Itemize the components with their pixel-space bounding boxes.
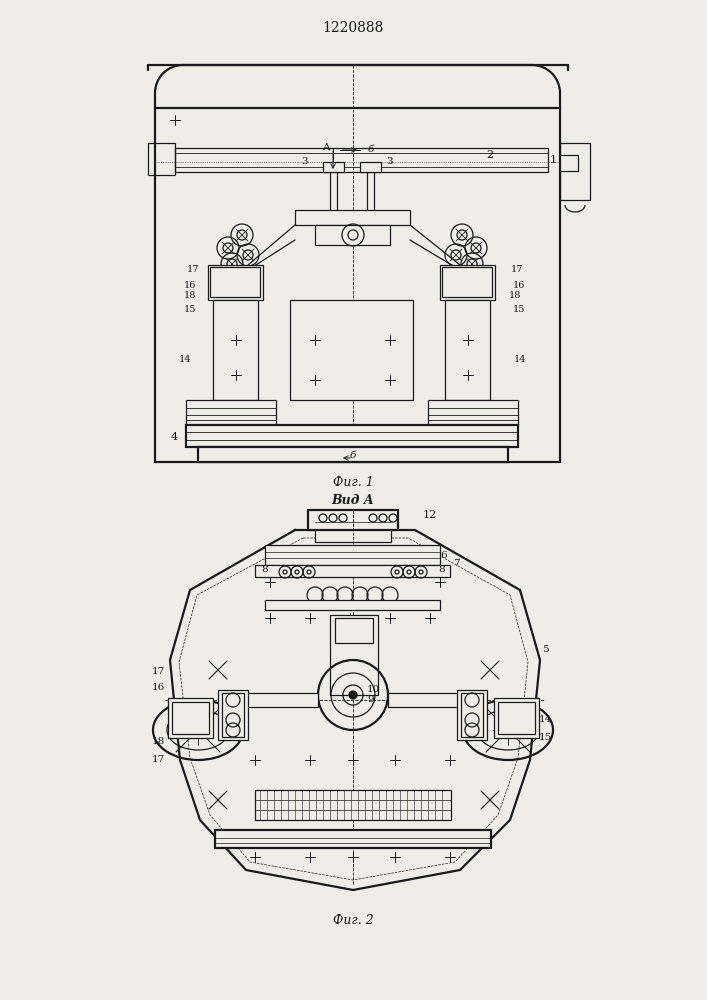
Bar	[442, 267, 492, 297]
Bar	[308, 510, 398, 530]
Bar	[198, 447, 508, 462]
Bar	[215, 830, 491, 848]
Text: 12: 12	[423, 510, 437, 520]
Bar	[265, 545, 440, 565]
Text: A: A	[322, 143, 329, 152]
Bar	[255, 565, 450, 577]
Text: 1: 1	[549, 155, 556, 165]
Bar	[315, 225, 390, 245]
Bar	[265, 600, 440, 610]
Text: б: б	[350, 452, 356, 460]
Bar	[560, 143, 590, 200]
Text: Фиг. 2: Фиг. 2	[332, 914, 373, 926]
Text: 3: 3	[302, 157, 308, 166]
Text: 17: 17	[152, 668, 165, 676]
Text: 18: 18	[152, 738, 165, 746]
Bar	[210, 267, 260, 297]
Bar	[295, 210, 410, 225]
Bar	[445, 300, 490, 400]
Bar	[172, 702, 209, 734]
Text: 15: 15	[538, 734, 551, 742]
Bar	[560, 155, 578, 171]
Text: б: б	[368, 145, 374, 154]
Text: 17: 17	[187, 265, 199, 274]
Bar	[186, 400, 276, 425]
Text: 5: 5	[542, 646, 549, 654]
Bar	[245, 693, 318, 707]
Text: 15: 15	[184, 306, 196, 314]
Bar	[457, 690, 487, 740]
Circle shape	[349, 691, 357, 699]
Text: 14: 14	[538, 716, 551, 724]
Bar	[335, 618, 373, 643]
Text: 10: 10	[367, 686, 380, 694]
Text: 14: 14	[179, 356, 192, 364]
Text: 16: 16	[152, 684, 165, 692]
Bar	[330, 615, 378, 695]
Bar	[168, 698, 213, 738]
Text: 16: 16	[184, 280, 196, 290]
Bar	[360, 162, 381, 172]
Text: 7: 7	[453, 558, 460, 568]
Text: 1220888: 1220888	[322, 21, 384, 35]
Bar	[186, 425, 518, 447]
Text: 14: 14	[514, 356, 526, 364]
Bar	[255, 790, 451, 820]
Bar	[213, 300, 258, 400]
Text: 9: 9	[367, 696, 373, 704]
Text: 17: 17	[510, 265, 523, 274]
Text: Вид A: Вид A	[332, 493, 374, 506]
Text: 2: 2	[486, 150, 493, 160]
Text: 6: 6	[440, 550, 447, 560]
Text: 18: 18	[509, 292, 521, 300]
Bar	[494, 698, 539, 738]
Bar	[428, 400, 518, 425]
Text: 18: 18	[184, 292, 196, 300]
Text: 8: 8	[438, 566, 445, 574]
Text: Фиг. 1: Фиг. 1	[332, 476, 373, 488]
Bar	[440, 265, 495, 300]
Bar	[218, 690, 248, 740]
Bar	[175, 148, 548, 172]
Text: 16: 16	[513, 280, 525, 290]
Bar	[208, 265, 263, 300]
Bar	[388, 693, 461, 707]
Text: 15: 15	[513, 306, 525, 314]
Bar	[315, 530, 391, 542]
Text: 17: 17	[152, 756, 165, 764]
Text: 3: 3	[387, 157, 393, 166]
Bar	[148, 143, 175, 175]
Text: 8: 8	[262, 566, 268, 574]
Bar	[222, 693, 244, 737]
Bar	[290, 300, 413, 400]
Bar	[498, 702, 535, 734]
Bar	[461, 693, 483, 737]
Bar	[323, 162, 344, 172]
Text: 4: 4	[171, 432, 178, 442]
